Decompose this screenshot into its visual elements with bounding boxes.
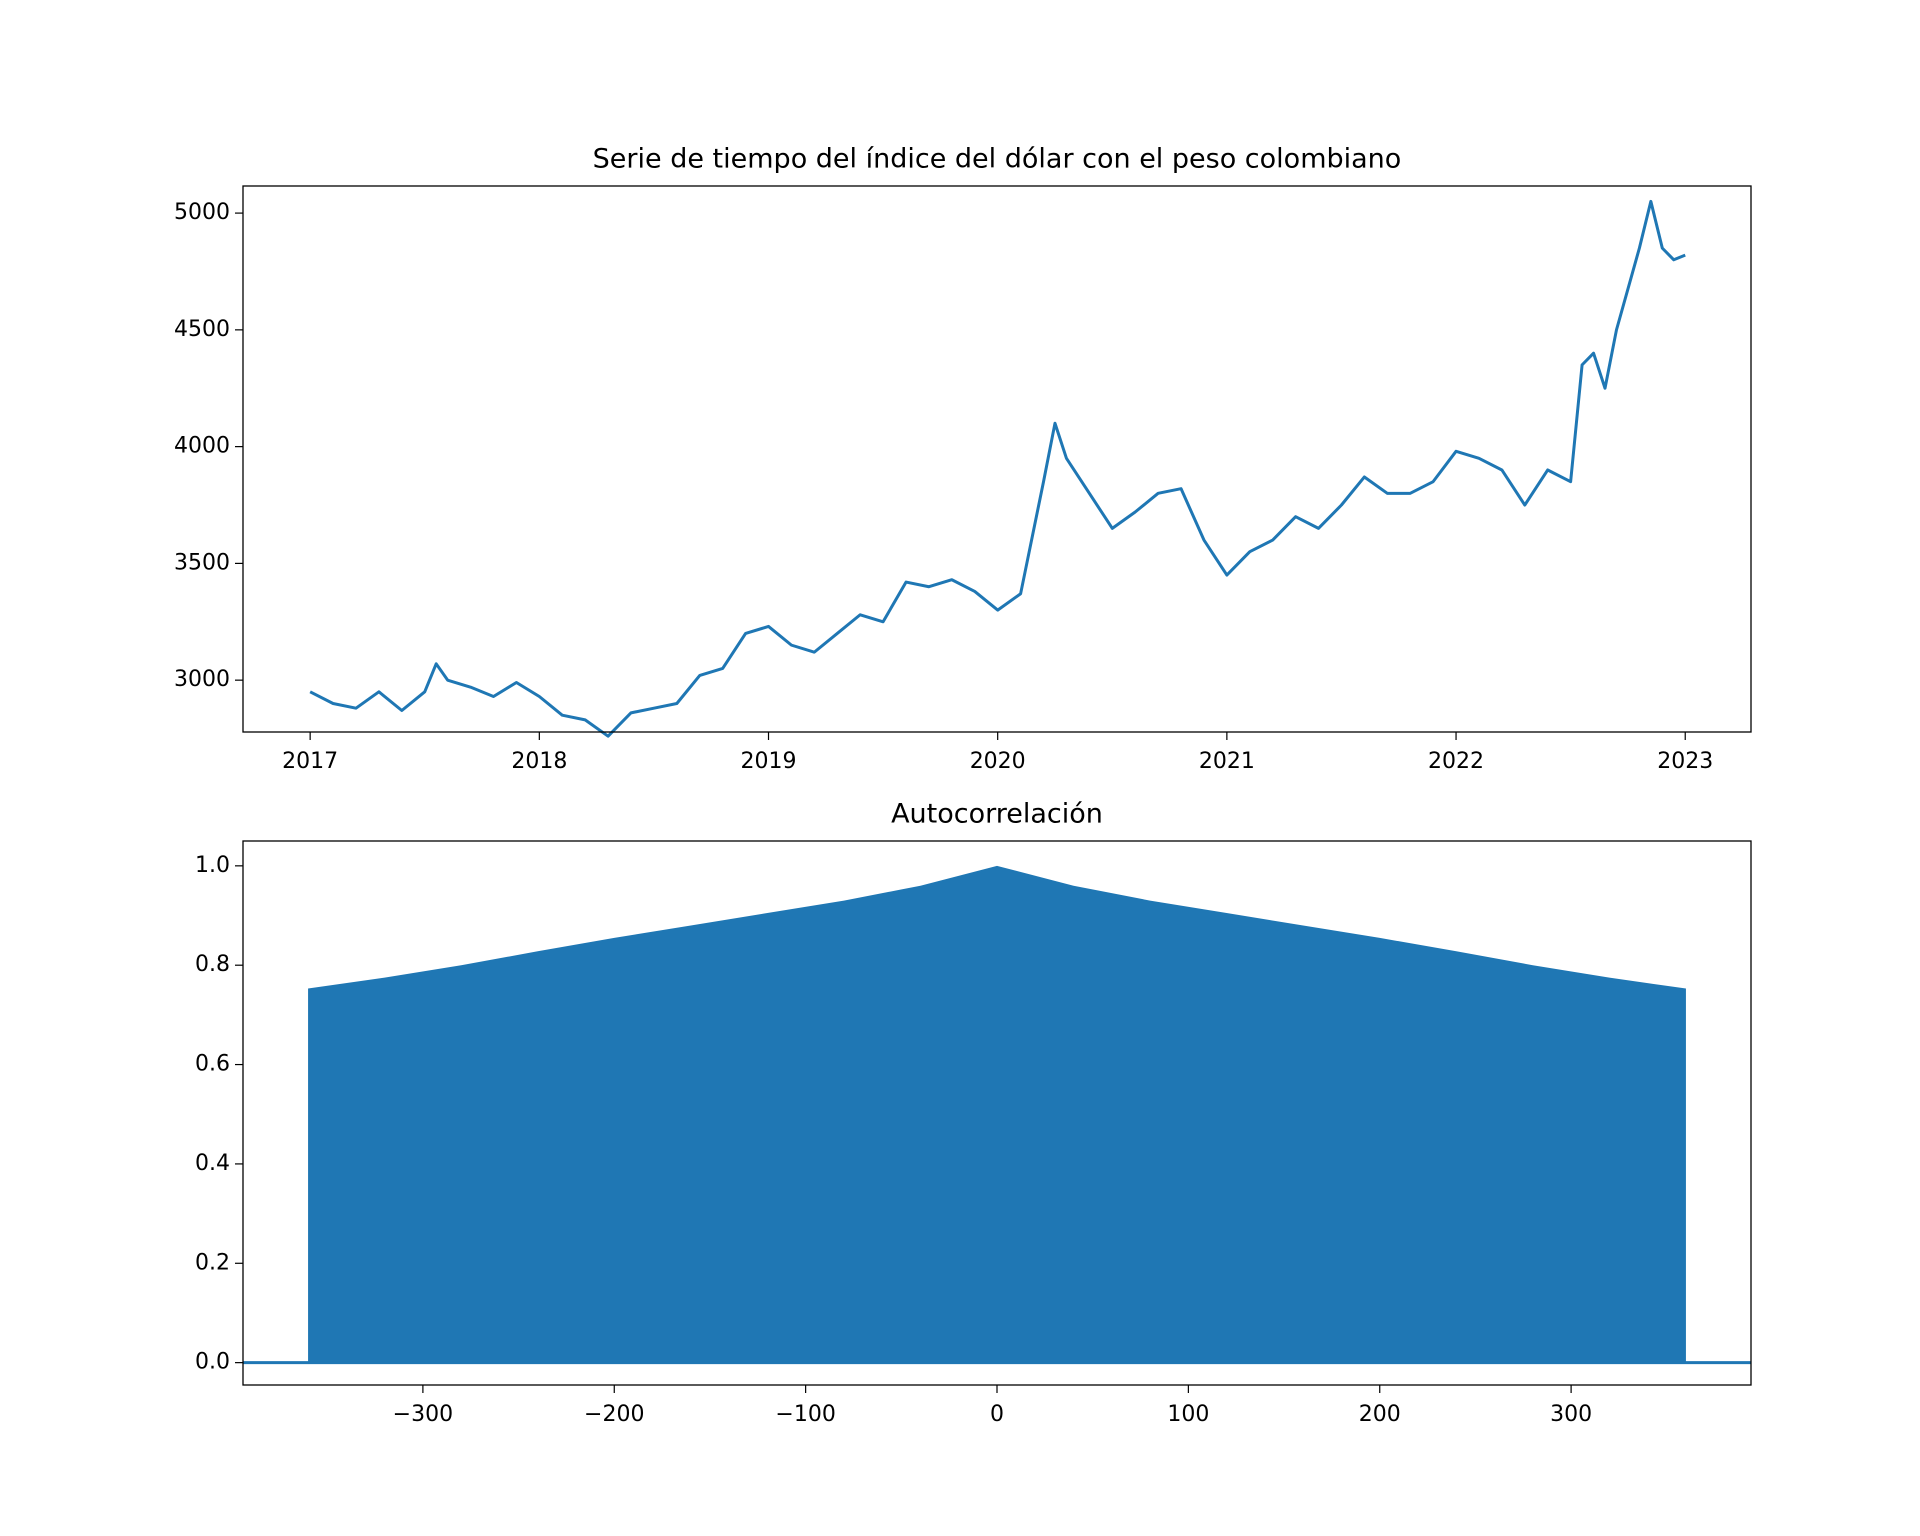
x-tick-label: −200 — [584, 1402, 644, 1427]
y-tick-label: 0.0 — [195, 1350, 230, 1375]
area — [308, 865, 1686, 1363]
y-tick-label: 3500 — [174, 550, 230, 575]
x-tick-label: 200 — [1359, 1402, 1401, 1427]
chart-title: Autocorrelación — [891, 799, 1103, 830]
x-tick-label: 2020 — [970, 749, 1026, 774]
y-tick-label: 0.2 — [195, 1250, 230, 1275]
y-tick-label: 0.8 — [195, 952, 230, 977]
x-tick-label: 300 — [1550, 1402, 1592, 1427]
axes-frame — [242, 840, 1752, 1386]
y-tick-label: 0.4 — [195, 1151, 230, 1176]
y-tick-label: 1.0 — [195, 853, 230, 878]
y-tick-label: 0.6 — [195, 1052, 230, 1077]
x-tick-label: 2022 — [1428, 749, 1484, 774]
x-tick-label: 2023 — [1657, 749, 1713, 774]
line — [309, 199, 1686, 738]
y-tick-label: 5000 — [174, 200, 230, 225]
y-tick-label: 4000 — [174, 434, 230, 459]
y-tick-label: 4500 — [174, 317, 230, 342]
x-tick-label: 2017 — [282, 749, 338, 774]
x-tick-label: 0 — [990, 1402, 1004, 1427]
x-tick-label: 2021 — [1199, 749, 1255, 774]
x-tick-label: 100 — [1167, 1402, 1209, 1427]
x-tick-label: 2018 — [511, 749, 567, 774]
axes-frame — [242, 185, 1752, 733]
x-tick-label: −300 — [393, 1402, 453, 1427]
x-tick-label: −100 — [775, 1402, 835, 1427]
chart-title: Serie de tiempo del índice del dólar con… — [593, 144, 1402, 175]
y-tick-label: 3000 — [174, 667, 230, 692]
x-tick-label: 2019 — [741, 749, 797, 774]
